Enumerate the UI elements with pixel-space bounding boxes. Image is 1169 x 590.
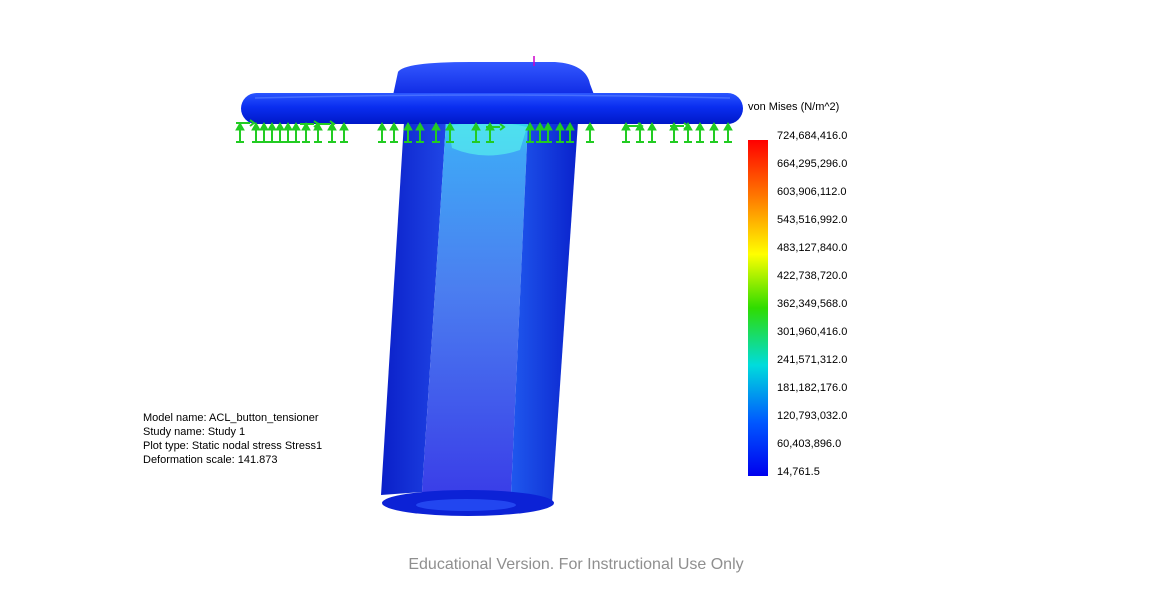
legend-tick-label: 60,403,896.0 [777, 438, 842, 450]
fixture-arrow-icon [543, 121, 553, 143]
legend-tick-label: 603,906,112.0 [777, 186, 847, 198]
shaft-bottom-hole [416, 499, 516, 511]
plot-type: Plot type: Static nodal stress Stress1 [143, 440, 323, 452]
fixture-arrow-icon [535, 121, 545, 143]
fixture-arrow-icon [445, 121, 455, 143]
fixture-arrow-icon [670, 122, 690, 130]
fixture-arrow-icon [471, 121, 481, 143]
study-name: Study name: Study 1 [143, 426, 246, 438]
fixture-arrow-icon [565, 121, 575, 143]
fixture-arrow-icon [585, 121, 595, 143]
deformation-scale: Deformation scale: 141.873 [143, 454, 278, 466]
legend-tick-label: 362,349,568.0 [777, 298, 848, 310]
fixture-arrow-icon [389, 121, 399, 143]
fixture-arrow-icon [723, 121, 733, 143]
fixture-arrow-icon [267, 121, 277, 143]
legend-tick-label: 724,684,416.0 [777, 130, 848, 142]
legend-tick-label: 120,793,032.0 [777, 410, 848, 422]
legend-tick-label: 422,738,720.0 [777, 270, 848, 282]
shaft-left-face [381, 122, 446, 495]
shaft-front-face [422, 122, 528, 494]
fixture-arrow-icon [403, 121, 413, 143]
fixture-arrow-icon [377, 121, 387, 143]
fixture-arrow-icon [624, 122, 644, 130]
fixture-arrow-icon [301, 121, 311, 143]
shaft [381, 122, 578, 516]
fixture-arrow-icon [259, 121, 269, 143]
legend-tick-label: 14,761.5 [777, 466, 820, 478]
fixture-arrow-icon [275, 121, 285, 143]
flange-disc [241, 93, 743, 124]
legend-tick-label: 241,571,312.0 [777, 354, 848, 366]
fixture-arrow-icon [647, 121, 657, 143]
fixture-arrow-icon [251, 121, 261, 143]
legend-tick-label: 483,127,840.0 [777, 242, 848, 254]
fixture-arrow-icon [283, 121, 293, 143]
legend-title: von Mises (N/m^2) [748, 101, 840, 113]
fixture-arrow-icon [339, 121, 349, 143]
flange-cap [392, 62, 596, 100]
fixture-arrow-icon [486, 123, 506, 131]
watermark: Educational Version. For Instructional U… [408, 556, 744, 573]
fixture-arrow-icon [415, 121, 425, 143]
fixture-arrow-icon [525, 121, 535, 143]
flange [241, 62, 743, 124]
model-name: Model name: ACL_button_tensioner [143, 412, 319, 424]
fixture-arrow-icon [313, 121, 323, 143]
fixture-arrow-icon [709, 121, 719, 143]
legend-tick-label: 543,516,992.0 [777, 214, 848, 226]
fixture-arrow-icon [555, 121, 565, 143]
fixture-arrow-icon [431, 121, 441, 143]
fixture-arrow-icon [316, 120, 336, 128]
fixture-arrow-icon [236, 119, 256, 127]
shaft-right-face [511, 122, 578, 503]
color-scale-bar [748, 140, 768, 476]
fixture-arrow-icon [291, 121, 301, 143]
legend-tick-label: 664,295,296.0 [777, 158, 848, 170]
legend-tick-label: 181,182,176.0 [777, 382, 848, 394]
fixture-arrow-icon [695, 121, 705, 143]
legend-tick-label: 301,960,416.0 [777, 326, 848, 338]
model-info: Model name: ACL_button_tensioner Study n… [143, 411, 322, 467]
fixture-arrow-icon [235, 121, 245, 143]
fixture-markers [235, 119, 733, 143]
stress-hotspot [448, 122, 527, 156]
